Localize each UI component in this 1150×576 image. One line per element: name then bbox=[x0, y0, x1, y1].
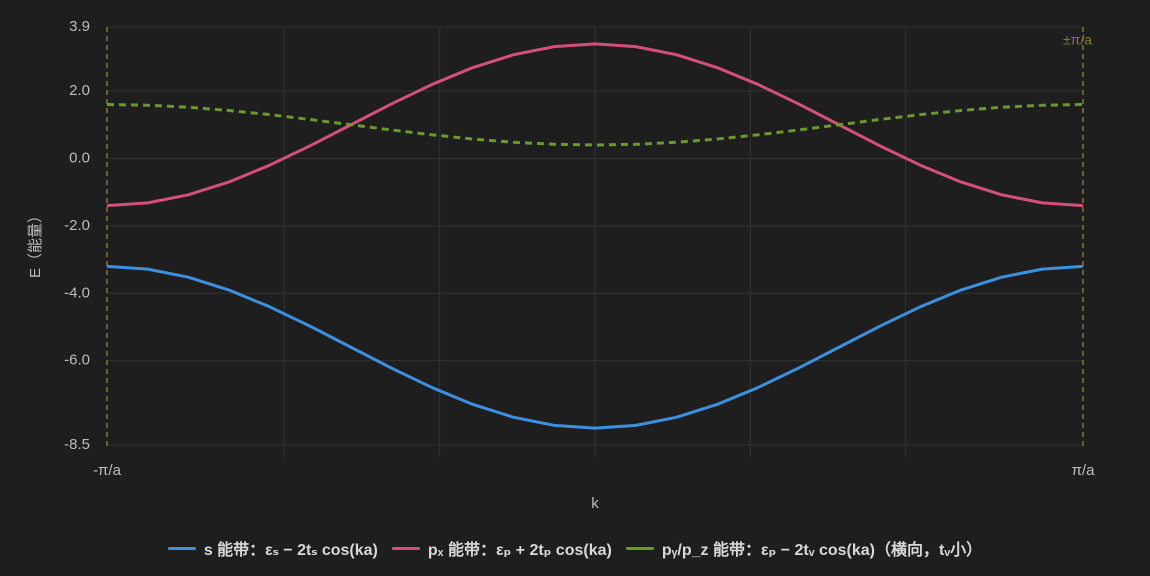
x-tick-label: π/a bbox=[1072, 462, 1096, 479]
series-line bbox=[106, 42, 1084, 208]
y-tick-label: 2.0 bbox=[69, 82, 90, 99]
annotation: ±π/a bbox=[1063, 32, 1092, 48]
legend-label: s 能带：εₛ − 2tₛ cos(ka) bbox=[203, 542, 378, 559]
legend-swatch bbox=[391, 546, 420, 550]
legend-item[interactable]: s 能带：εₛ − 2tₛ cos(ka) bbox=[167, 536, 378, 560]
y-tick-label: 0.0 bbox=[69, 149, 90, 166]
y-tick-label: -4.0 bbox=[64, 284, 90, 301]
y-axis-label: E（能量） bbox=[27, 208, 44, 278]
legend-item[interactable]: pₓ 能带：εₚ + 2tₚ cos(ka) bbox=[391, 536, 612, 560]
legend-label: pᵧ/p_z 能带：εₚ − 2tᵥ cos(ka)（横向，tᵥ小） bbox=[661, 542, 983, 559]
x-axis-label: k bbox=[591, 495, 599, 512]
x-tick-label: -π/a bbox=[93, 462, 122, 479]
legend-swatch bbox=[625, 546, 654, 550]
series-line bbox=[106, 264, 1084, 430]
legend-item[interactable]: pᵧ/p_z 能带：εₚ − 2tᵥ cos(ka)（横向，tᵥ小） bbox=[625, 536, 983, 560]
legend-swatch bbox=[167, 546, 196, 550]
y-tick-label: -2.0 bbox=[64, 217, 90, 234]
legend: s 能带：εₛ − 2tₛ cos(ka) pₓ 能带：εₚ + 2tₚ cos(… bbox=[0, 536, 1150, 560]
series-line bbox=[106, 103, 1084, 147]
legend-label: pₓ 能带：εₚ + 2tₚ cos(ka) bbox=[427, 542, 612, 559]
y-tick-label: -6.0 bbox=[64, 352, 90, 369]
y-tick-label: 3.9 bbox=[69, 18, 90, 35]
chart: k E（能量） 3.9 2.0 0.0 -2.0 -4.0 -6.0 -8.5-π/a π/a… bbox=[27, 18, 1096, 512]
y-tick-label: -8.5 bbox=[64, 436, 90, 453]
